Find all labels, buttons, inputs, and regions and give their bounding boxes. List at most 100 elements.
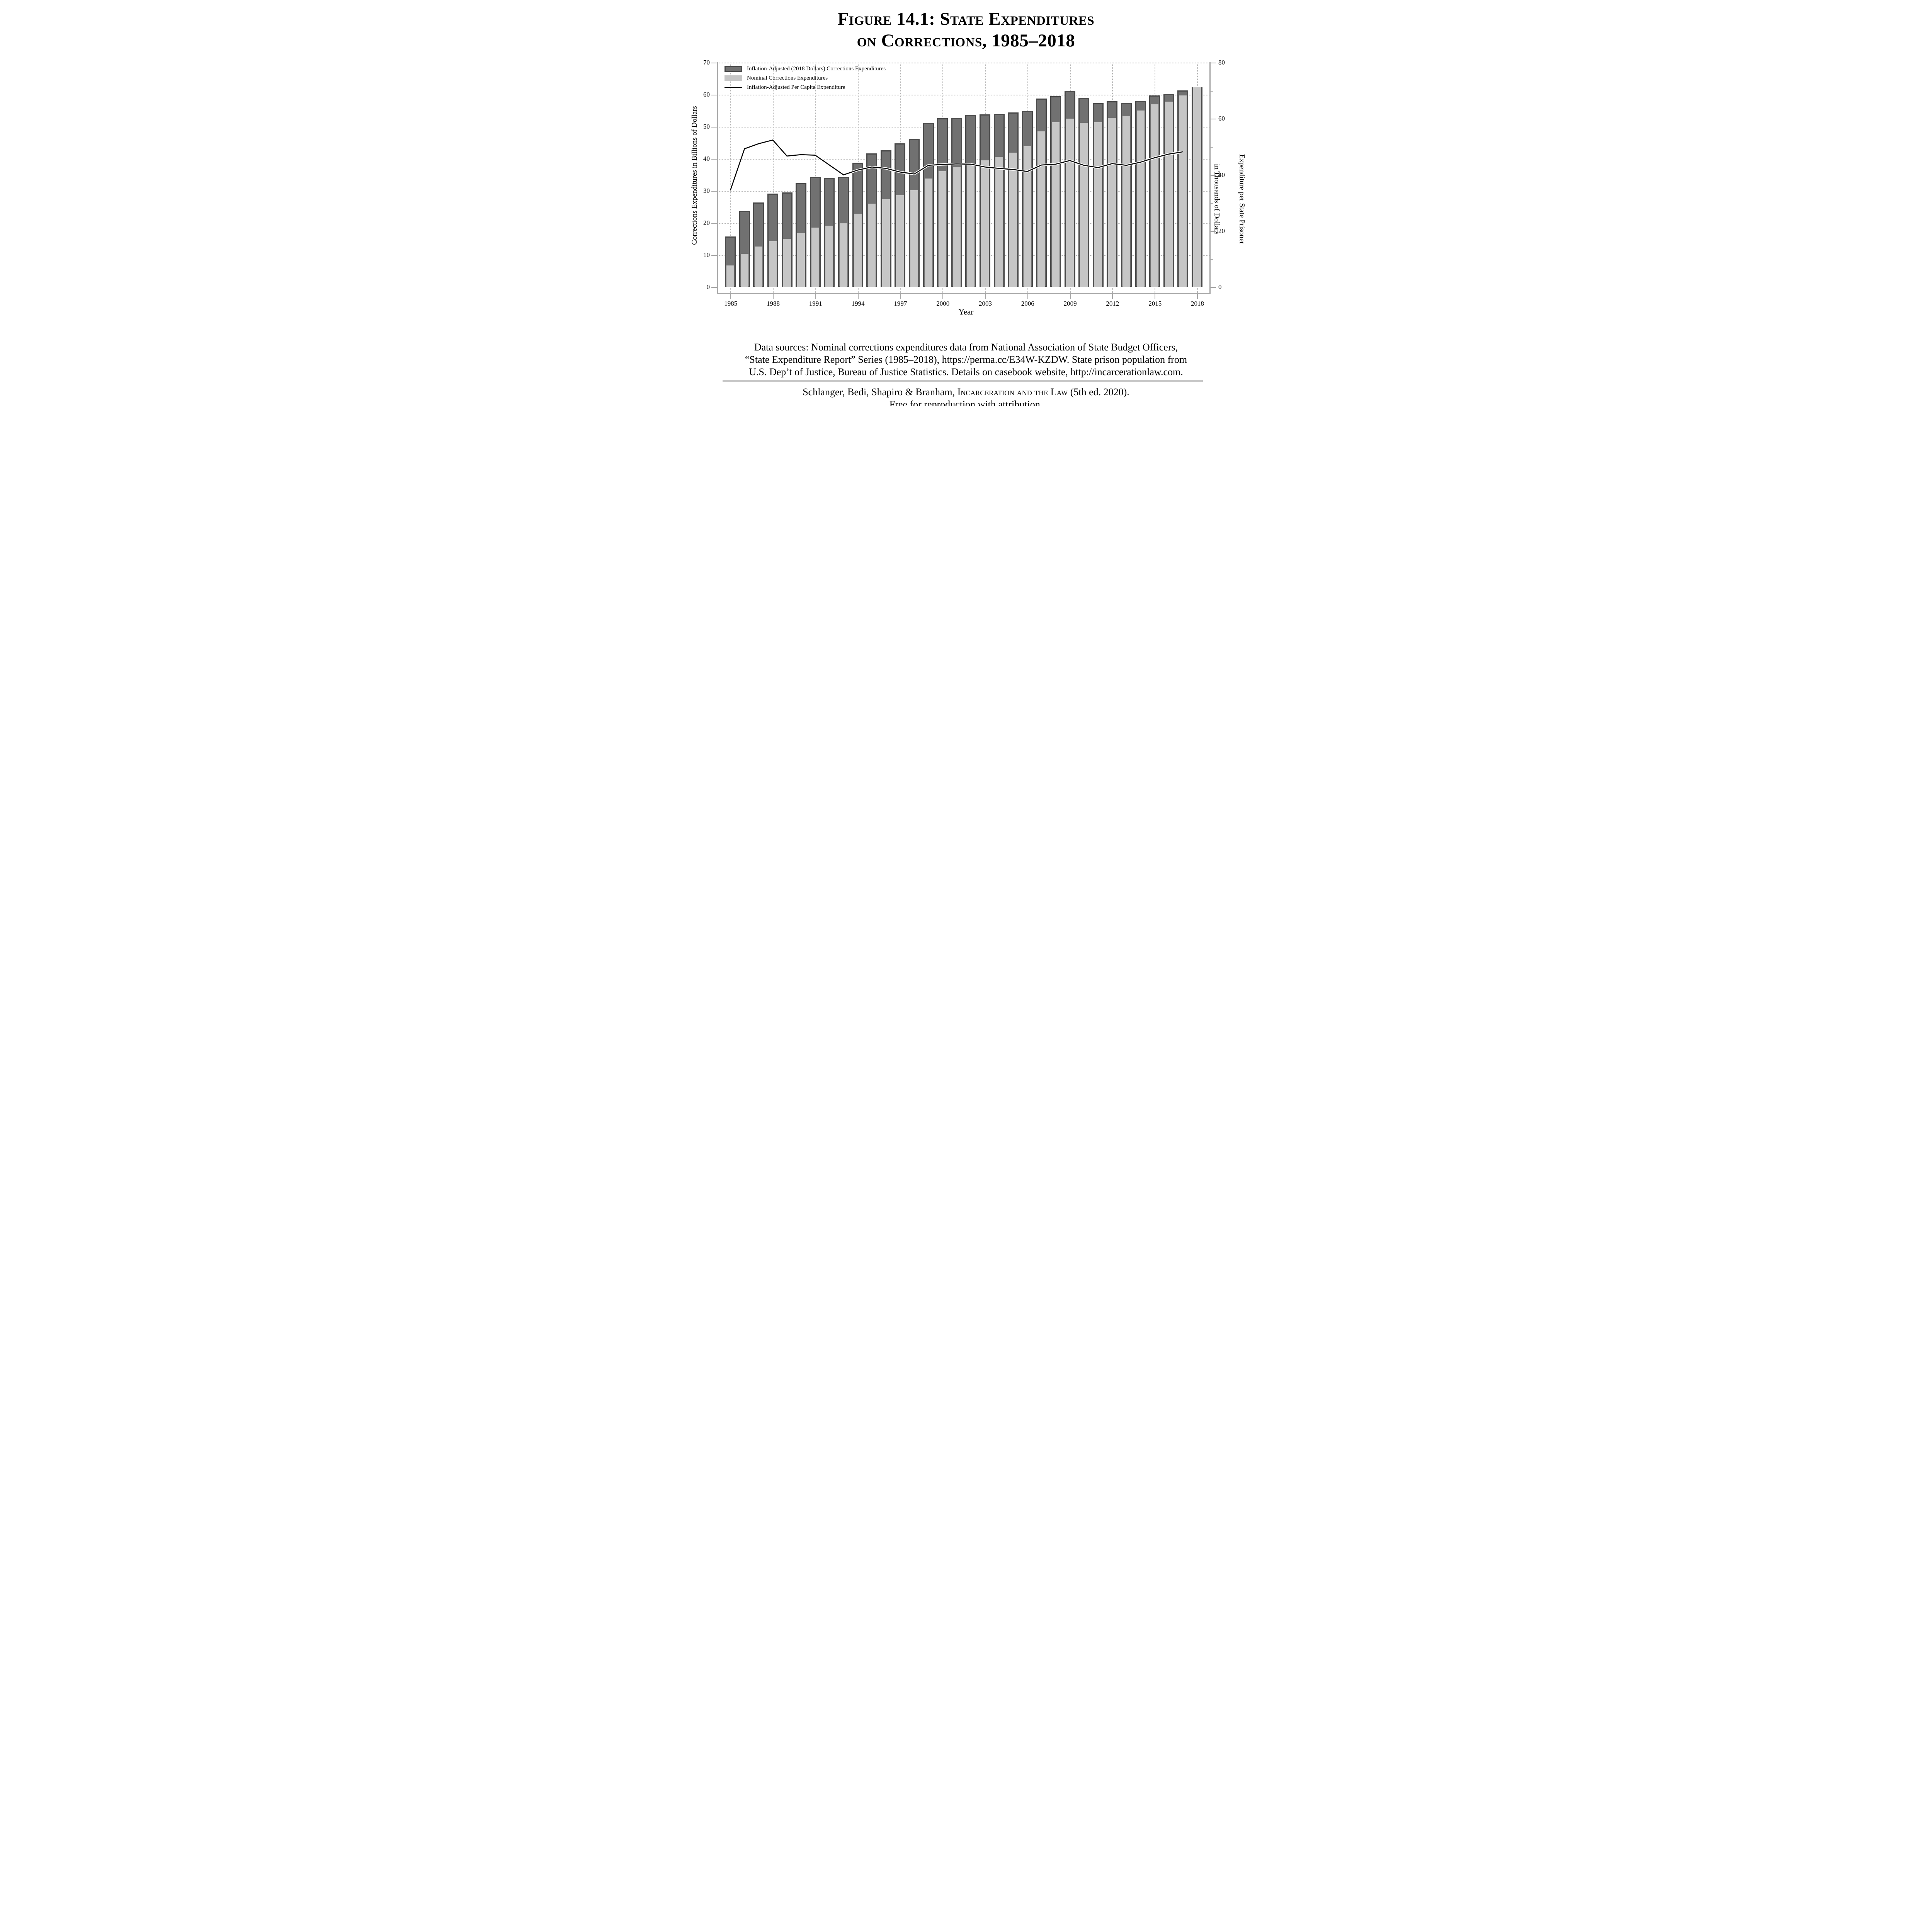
y-axis-right-tick-label: 0 [1218,283,1222,291]
bar-nominal-2017 [1179,95,1187,287]
x-axis-tick [942,294,944,299]
bar-nominal-2014 [1136,110,1145,287]
y-axis-left-tick-label: 30 [703,187,710,194]
x-axis-tick [900,294,901,299]
legend-item-nominal: Nominal Corrections Expenditures [724,73,886,83]
y-axis-left-line [717,62,718,294]
attribution-line: Schlanger, Bedi, Shapiro & Branham, Inca… [803,386,1129,398]
x-axis-tick-label: 1985 [724,300,738,307]
y-axis-right-tick [1211,175,1216,176]
horizontal-gridline [718,223,1210,224]
bar-nominal-2000 [939,171,947,287]
bar-nominal-2005 [1009,153,1017,287]
bar-nominal-1989 [783,238,791,287]
bar-nominal-1994 [854,213,862,287]
bar-nominal-2012 [1108,117,1116,287]
x-axis-tick-label: 2000 [936,300,950,307]
bar-nominal-1996 [882,199,890,287]
y-axis-left-tick [711,159,717,160]
y-axis-right-tick-label: 80 [1218,59,1225,66]
x-axis-tick-label: 1991 [809,300,822,307]
x-axis-tick [985,294,986,299]
bar-nominal-1985 [726,265,735,287]
y-axis-left-tick-label: 0 [706,283,710,291]
data-sources-line2: “State Expenditure Report” Series (1985–… [745,354,1187,365]
y-axis-right-title-line1: Expenditure per State Prisoner [1238,154,1246,244]
y-axis-right-tick-label: 20 [1218,227,1225,235]
legend-label: Nominal Corrections Expenditures [747,75,828,81]
legend-label: Inflation-Adjusted Per Capita Expenditur… [747,84,845,90]
horizontal-gridline [718,191,1210,192]
bar-nominal-2011 [1094,122,1102,287]
y-axis-right-line [1209,62,1211,294]
bar-nominal-2010 [1080,123,1088,287]
x-axis-tick-label: 1988 [767,300,780,307]
legend-label: Inflation-Adjusted (2018 Dollars) Correc… [747,65,886,72]
y-axis-right-title: Expenditure per State Prisoner in Thousa… [1196,118,1246,280]
y-axis-left-tick-label: 20 [703,219,710,226]
y-axis-right-minor-tick [1211,90,1213,92]
y-axis-right-tick-label: 40 [1218,171,1225,179]
bar-nominal-1986 [740,253,748,287]
bar-nominal-2002 [967,164,975,287]
y-axis-left-tick [711,287,717,288]
bar-nominal-1987 [755,247,763,287]
bar-nominal-2003 [981,160,989,287]
bar-nominal-1998 [910,190,918,287]
horizontal-gridline [718,255,1210,256]
bar-nominal-2009 [1066,119,1074,287]
figure-title-line1: Figure 14.1: State Expenditures [837,9,1095,29]
x-axis-tick [1070,294,1071,299]
y-axis-right-title-line2: in Thousands of Dollars [1213,163,1221,235]
y-axis-left-tick-label: 50 [703,123,710,130]
x-axis-tick-label: 2012 [1106,300,1119,307]
bar-nominal-1999 [924,178,932,287]
y-axis-left-tick [711,223,717,224]
bar-nominal-2007 [1037,131,1046,287]
bar-nominal-2008 [1052,122,1060,287]
x-axis-tick-label: 2006 [1021,300,1034,307]
data-sources-line3: U.S. Dep’t of Justice, Bureau of Justice… [749,366,1183,378]
figure-14-1: Figure 14.1: State Expenditures on Corre… [686,0,1246,406]
x-axis-tick [1197,294,1198,299]
y-axis-left-tick-label: 10 [703,251,710,259]
x-axis-tick [857,294,859,299]
x-axis-tick-label: 2009 [1063,300,1077,307]
bar-nominal-2006 [1023,146,1031,287]
y-axis-left-tick [711,255,717,256]
x-axis-tick [1027,294,1028,299]
x-axis-tick [815,294,816,299]
y-axis-right-tick-label: 60 [1218,115,1225,122]
bar-nominal-2004 [995,157,1003,287]
y-axis-left-tick-label: 70 [703,59,710,66]
y-axis-right-minor-tick [1211,203,1213,204]
y-axis-left-tick [711,127,717,128]
x-axis-line [717,293,1211,294]
attribution-line2: Free for reproduction with attribution. [889,399,1043,406]
bar-nominal-1997 [896,195,904,287]
x-axis-tick [1112,294,1113,299]
y-axis-right-tick [1211,287,1216,288]
bar-nominal-2015 [1151,104,1159,287]
x-axis-tick [773,294,774,299]
book-title: Incarceration and the Law [957,386,1068,398]
light-bar-swatch-icon [724,75,742,81]
dark-bar-swatch-icon [724,66,742,72]
bar-nominal-1988 [769,241,777,287]
y-axis-right-tick [1211,231,1216,232]
horizontal-gridline [718,127,1210,128]
y-axis-right-minor-tick [1211,146,1213,148]
bar-nominal-2018 [1193,87,1201,287]
figure-title-line2: on Corrections, 1985–2018 [857,31,1075,51]
bar-nominal-1993 [840,223,847,287]
bar-nominal-1991 [811,227,819,287]
bar-nominal-1992 [825,225,833,287]
x-axis-tick-label: 2015 [1148,300,1162,307]
data-sources-line1: Data sources: Nominal corrections expend… [754,342,1178,353]
footer-divider [723,380,1203,382]
y-axis-left-title: Corrections Expenditures in Billions of … [690,106,699,245]
y-axis-left-tick [711,191,717,192]
bar-nominal-1995 [868,204,876,287]
x-axis-tick-label: 2018 [1191,300,1204,307]
y-axis-left-tick-label: 40 [703,155,710,162]
